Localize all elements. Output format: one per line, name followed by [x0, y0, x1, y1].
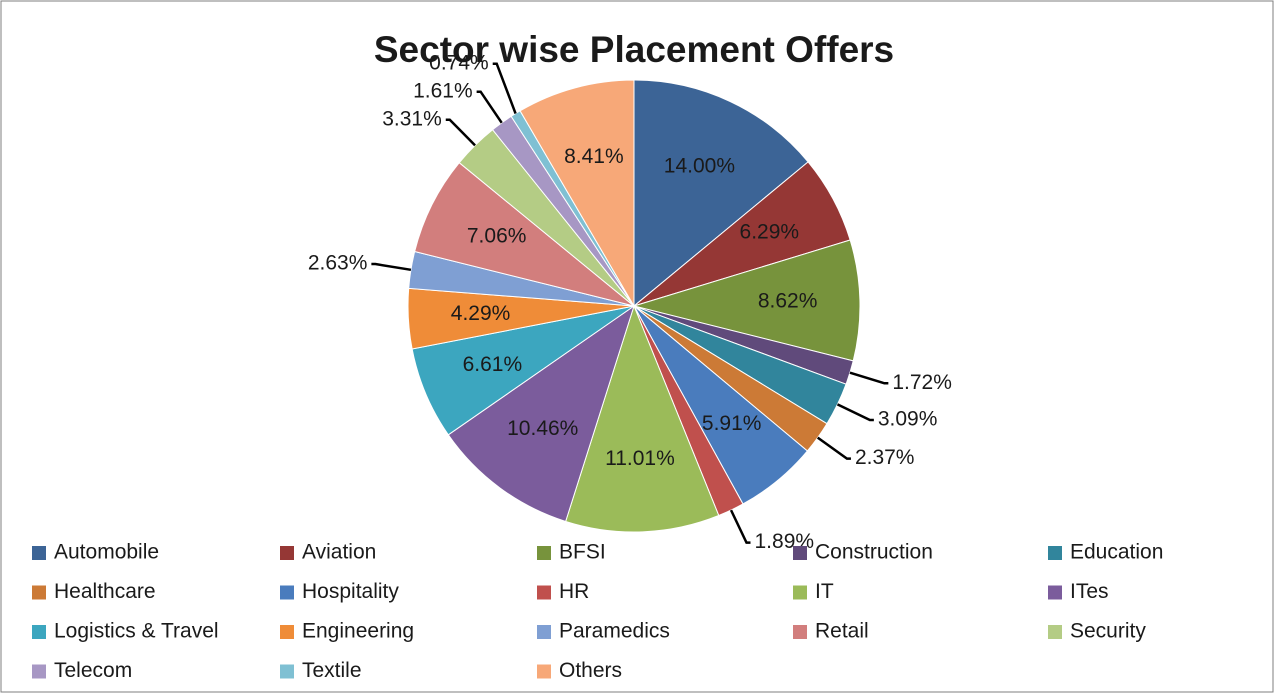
legend-swatch — [32, 664, 46, 679]
legend-label: Logistics & Travel — [54, 620, 219, 643]
data-label: 2.63% — [308, 252, 368, 275]
legend-swatch — [32, 625, 46, 639]
legend-swatch — [280, 625, 294, 639]
data-label: 4.29% — [451, 302, 511, 325]
pie-slice — [447, 304, 635, 523]
data-label: 2.37% — [855, 446, 915, 469]
data-label: 8.62% — [758, 290, 818, 313]
legend-label: IT — [815, 580, 834, 603]
legend-label: ITes — [1070, 580, 1109, 603]
legend-swatch — [1048, 585, 1062, 600]
leader-line — [836, 403, 874, 422]
data-label: 6.61% — [463, 353, 523, 376]
leader-line — [729, 509, 751, 544]
data-label: 1.61% — [413, 79, 473, 102]
data-label: 6.29% — [740, 221, 800, 244]
data-label: 10.46% — [507, 417, 578, 440]
leader-line — [492, 62, 517, 114]
legend-swatch — [32, 585, 46, 600]
data-label: 0.74% — [429, 51, 489, 74]
legend-label: Automobile — [54, 541, 159, 564]
legend-swatch — [280, 585, 294, 600]
pie-slice — [633, 79, 809, 308]
legend-swatch — [537, 585, 551, 600]
legend-label: Security — [1070, 620, 1146, 643]
legend-swatch — [1048, 625, 1062, 639]
legend-label: Hospitality — [302, 580, 399, 603]
data-label: 3.31% — [382, 107, 442, 130]
legend-swatch — [1048, 546, 1062, 560]
pie-slice — [519, 79, 635, 308]
legend-label: Others — [559, 659, 622, 682]
leader-line — [445, 118, 476, 147]
legend-swatch — [280, 664, 294, 679]
leader-line — [816, 436, 851, 460]
legend-label: Healthcare — [54, 580, 156, 603]
legend-swatch — [537, 625, 551, 639]
legend-label: Aviation — [302, 541, 376, 564]
legend-label: Retail — [815, 620, 869, 643]
data-label: 14.00% — [664, 154, 735, 177]
legend-label: Engineering — [302, 620, 414, 643]
data-label: 11.01% — [605, 447, 675, 470]
data-label: 3.09% — [878, 408, 938, 431]
legend-swatch — [32, 546, 46, 560]
legend-swatch — [280, 546, 294, 560]
data-label: 7.06% — [467, 225, 527, 248]
legend-swatch — [793, 625, 807, 639]
legend-swatch — [793, 546, 807, 560]
leader-line — [849, 371, 889, 385]
legend-label: BFSI — [559, 541, 606, 564]
legend-swatch — [537, 546, 551, 560]
legend-swatch — [537, 664, 551, 679]
pie-slice — [565, 304, 720, 533]
legend-swatch — [793, 585, 807, 600]
chart-title: Sector wise Placement Offers — [374, 29, 894, 70]
legend-label: HR — [559, 580, 589, 603]
legend-label: Telecom — [54, 659, 132, 682]
leader-line — [371, 262, 412, 272]
pie-slice — [632, 239, 861, 362]
leader-line — [476, 90, 503, 124]
legend-label: Textile — [302, 659, 362, 682]
data-label: 1.72% — [892, 371, 952, 394]
legend-label: Construction — [815, 541, 933, 564]
pie-slice — [414, 161, 635, 307]
legend-label: Education — [1070, 541, 1163, 564]
data-label: 8.41% — [564, 145, 624, 168]
legend-label: Paramedics — [559, 620, 670, 643]
data-label: 5.91% — [702, 412, 762, 435]
